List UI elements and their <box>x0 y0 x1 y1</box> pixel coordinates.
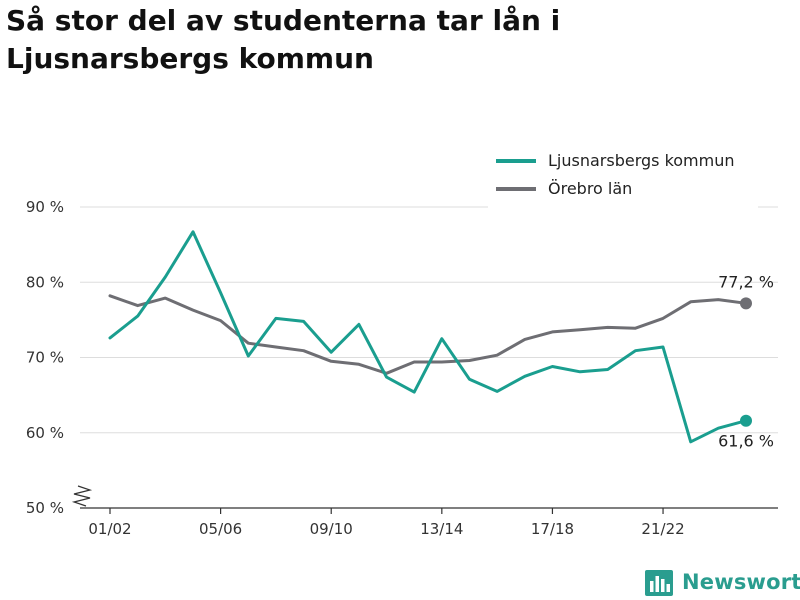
y-tick-label: 80 % <box>26 273 64 291</box>
series-line-ljusnarsberg <box>108 230 748 444</box>
x-tick-label: 13/14 <box>420 520 463 538</box>
axis-break-icon <box>71 485 93 507</box>
chart-series <box>108 230 752 444</box>
legend-background <box>488 148 758 208</box>
x-tick-label: 17/18 <box>531 520 574 538</box>
end-labels: 77,2 % 61,6 % <box>718 272 774 450</box>
legend-label: Ljusnarsbergs kommun <box>548 151 735 170</box>
x-tick-label: 21/22 <box>641 520 684 538</box>
bar-chart-logo-icon <box>645 570 673 596</box>
end-label-ljusnarsberg: 61,6 % <box>718 432 774 451</box>
y-axis: 50 % 60 % 70 % 80 % 90 % <box>26 198 93 517</box>
x-axis: 01/02 05/06 09/10 13/14 17/18 21/22 <box>80 507 778 538</box>
y-tick-label: 90 % <box>26 198 64 216</box>
brand-logo[interactable]: Newsworthy <box>644 566 800 598</box>
chart-title: Så stor del av studenterna tar lån i Lju… <box>6 4 561 75</box>
series-line-orebro <box>108 294 748 375</box>
x-tick-label: 09/10 <box>310 520 353 538</box>
legend: Ljusnarsbergs kommun Örebro län <box>488 148 758 208</box>
gridlines <box>80 206 778 434</box>
y-tick-label: 70 % <box>26 349 64 367</box>
brand-name: Newsworthy <box>682 570 800 594</box>
end-label-orebro: 77,2 % <box>718 272 774 291</box>
y-tick-label: 60 % <box>26 424 64 442</box>
series-end-point <box>740 414 752 427</box>
x-tick-label: 01/02 <box>88 520 131 538</box>
legend-label: Örebro län <box>548 179 632 198</box>
x-tick-label: 05/06 <box>199 520 242 538</box>
y-tick-label: 50 % <box>26 499 64 517</box>
series-end-point <box>740 297 752 310</box>
